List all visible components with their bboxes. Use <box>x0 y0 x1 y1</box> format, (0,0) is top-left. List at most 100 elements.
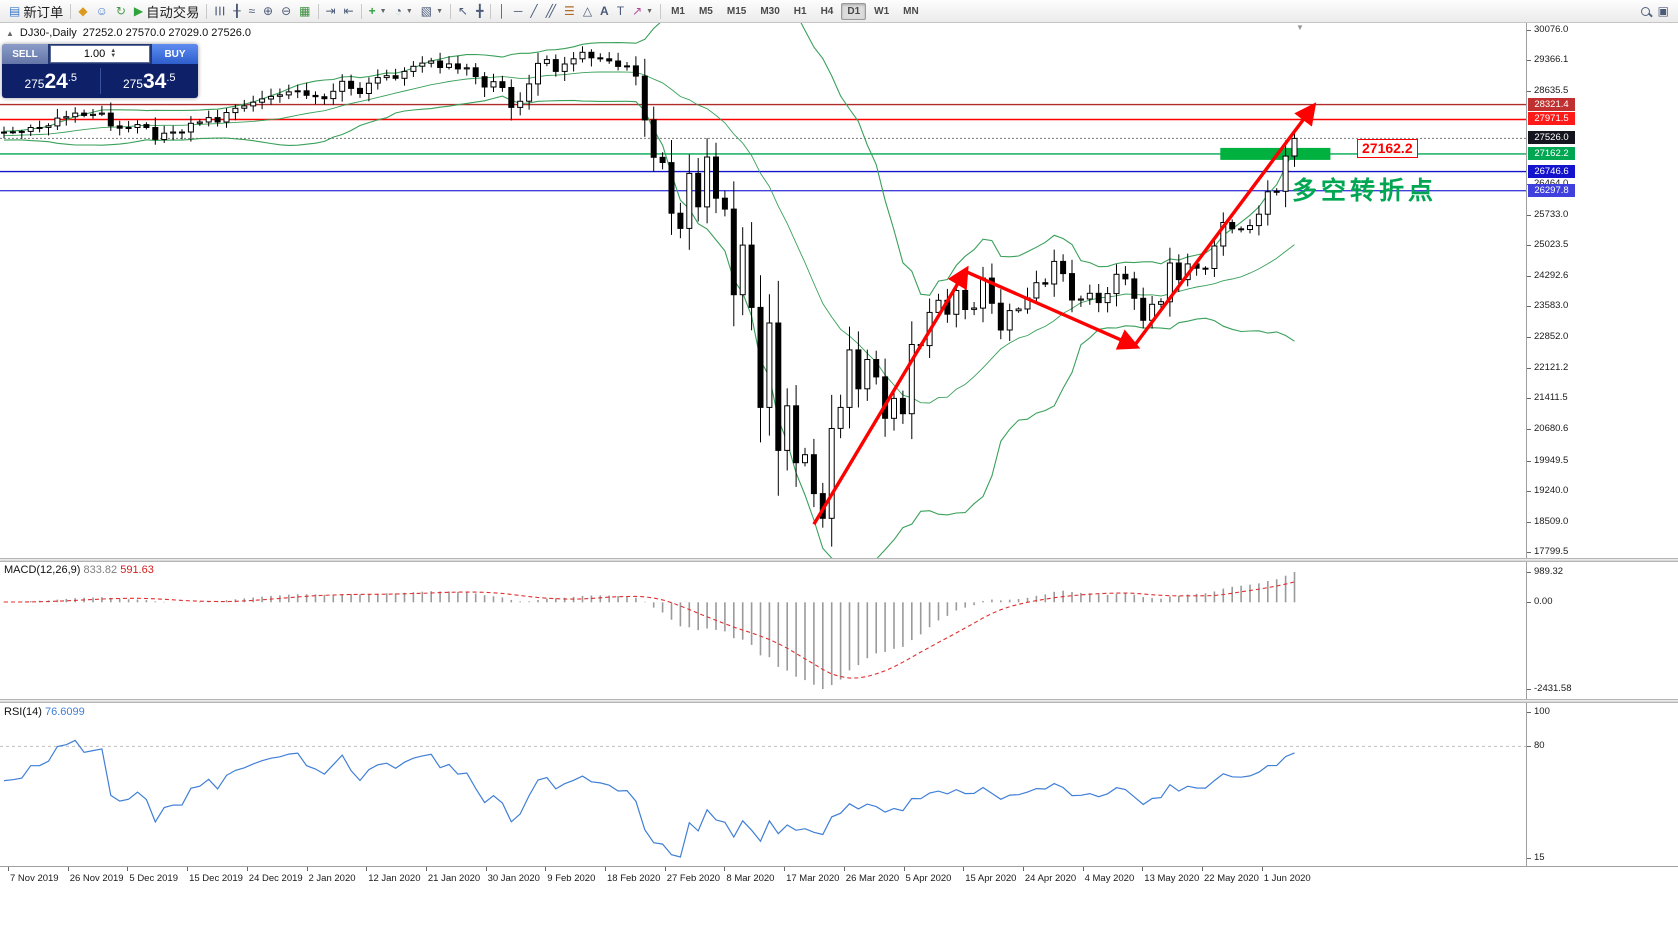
buy-price[interactable]: 27534.5 <box>101 61 199 98</box>
timeframe-button-m1[interactable]: M1 <box>665 3 691 20</box>
new-order-button[interactable]: ▤ 新订单 <box>5 2 67 21</box>
trade-panel-price-row: 27524.5 27534.5 <box>2 64 198 98</box>
channel-button[interactable]: ╱╱ <box>542 2 560 21</box>
oneclick-toggle-icon[interactable]: ▲ <box>6 28 14 38</box>
vertical-line-button[interactable]: │ <box>494 2 510 21</box>
turning-point-note[interactable]: 多空转折点 <box>1292 177 1438 205</box>
market-button[interactable]: ◆ <box>74 2 91 21</box>
toolbar-separator <box>660 3 662 19</box>
search-icon <box>1640 6 1650 16</box>
sell-button[interactable]: SELL <box>2 44 48 64</box>
trendline-button[interactable]: ╱ <box>526 2 541 21</box>
price-axis[interactable]: 30076.0 29366.1 28635.5 26464.0 25733.0 25023… <box>1526 23 1678 888</box>
periods-button[interactable]: ◔ ▼ <box>391 2 417 21</box>
dropdown-icon: ▼ <box>379 7 387 15</box>
timeframe-button-h1[interactable]: H1 <box>788 3 813 20</box>
volume-up-icon[interactable]: ▲ <box>110 48 117 54</box>
timeframe-button-m30[interactable]: M30 <box>754 3 785 20</box>
date-label: 24 Apr 2020 <box>1024 873 1077 884</box>
chart-shift-button[interactable]: ⇤ <box>340 2 358 21</box>
chart-shift-marker[interactable]: ▼ <box>1296 23 1304 32</box>
template-icon: ▧ <box>420 4 433 18</box>
horizontal-line-button[interactable]: ─ <box>510 2 527 21</box>
price-badge: 27162.2 <box>1528 146 1575 160</box>
rsi-tick-label: 100 <box>1534 706 1550 717</box>
price-tick-label-tick <box>1527 60 1531 62</box>
timeframe-button-w1[interactable]: W1 <box>868 3 895 20</box>
toolbar-separator <box>317 3 319 19</box>
tile-windows-button[interactable]: ▦ <box>295 2 314 21</box>
search-button[interactable] <box>1637 2 1654 21</box>
fibonacci-button[interactable]: ☰ <box>560 2 579 21</box>
refresh-button[interactable]: ↻ <box>112 2 130 21</box>
timeframe-button-m5[interactable]: M5 <box>693 3 719 20</box>
timeframe-button-m15[interactable]: M15 <box>721 3 752 20</box>
timeframe-button-d1[interactable]: D1 <box>841 2 867 20</box>
rsi-tick-label: 80 <box>1534 740 1545 752</box>
rsi-value: 76.6099 <box>44 706 85 718</box>
auto-scroll-button[interactable]: ⇥ <box>322 2 340 21</box>
shapes-button[interactable]: △ <box>579 2 596 21</box>
date-label: 21 Jan 2020 <box>427 873 481 884</box>
zoom-in-button[interactable]: ⊕ <box>259 2 277 21</box>
price-tick-label-tick <box>1527 521 1531 523</box>
price-prefix: 275 <box>24 77 45 91</box>
text-label-button[interactable]: T <box>613 2 628 21</box>
volume-down-icon[interactable]: ▼ <box>110 53 117 59</box>
community-icon: ☺ <box>95 4 108 18</box>
time-axis[interactable]: 7 Nov 2019 26 Nov 2019 5 Dec 2019 15 Dec 20… <box>0 866 1678 888</box>
price-prefix: 275 <box>122 77 143 91</box>
price-tick-label-tick <box>1527 368 1531 370</box>
zoom-in-icon: ⊕ <box>263 4 274 18</box>
bar-chart-button[interactable]: ☰ <box>210 2 229 21</box>
date-tick-mark <box>903 867 905 871</box>
date-tick-mark <box>187 867 189 871</box>
cursor-button[interactable]: ↖ <box>454 2 472 21</box>
macd-panel-canvas[interactable] <box>0 562 1526 699</box>
text-button[interactable]: A <box>596 2 613 21</box>
date-label: 4 May 2020 <box>1084 873 1135 884</box>
sell-price[interactable]: 27524.5 <box>2 61 100 98</box>
date-tick-mark <box>784 867 786 871</box>
buy-button[interactable]: BUY <box>152 44 198 64</box>
panel-splitter[interactable] <box>0 699 1678 703</box>
rsi-panel-canvas[interactable] <box>0 703 1526 866</box>
arrow-tools-button[interactable]: ↗ ▼ <box>628 2 657 21</box>
macd-tick-label-tick <box>1527 602 1531 604</box>
price-tick-label-tick <box>1527 429 1531 431</box>
price-big-digits: 24 <box>44 70 68 93</box>
rsi-tick-label-tick <box>1527 746 1531 748</box>
main-chart-canvas[interactable] <box>0 23 1526 558</box>
date-label: 22 May 2020 <box>1204 873 1259 884</box>
panel-splitter[interactable] <box>0 558 1678 562</box>
price-tick-label: 17799.5 <box>1534 546 1569 557</box>
date-tick-mark <box>1202 867 1203 871</box>
trade-panel-divider <box>99 68 101 94</box>
line-chart-button[interactable]: ≈ <box>244 2 259 21</box>
volume-stepper[interactable]: 1.00 ▲ ▼ <box>50 45 150 63</box>
timeframe-button-h4[interactable]: H4 <box>815 3 840 20</box>
price-annotation-label[interactable]: 27162.2 <box>1357 139 1418 158</box>
date-tick-mark <box>127 867 129 871</box>
algo-trading-label: 自动交易 <box>146 4 200 20</box>
date-tick-mark <box>724 867 726 871</box>
zoom-out-button[interactable]: ⊖ <box>277 2 295 21</box>
timeframe-button-mn[interactable]: MN <box>897 3 925 20</box>
new-window-button[interactable]: ▣ <box>1654 2 1673 21</box>
crosshair-button[interactable]: ╋ <box>472 2 487 21</box>
price-tick-label: 26464.0 <box>1534 178 1568 189</box>
price-decimal: .5 <box>67 72 78 84</box>
indicators-button[interactable]: + ▼ <box>365 2 391 21</box>
text-icon: A <box>600 4 609 18</box>
date-label: 15 Dec 2019 <box>189 873 243 884</box>
templates-button[interactable]: ▧ ▼ <box>417 2 447 21</box>
price-tick-label-tick <box>1527 30 1531 31</box>
candlestick-button[interactable]: ╂ <box>229 2 244 21</box>
channel-icon: ╱╱ <box>545 4 557 18</box>
community-button[interactable]: ☺ <box>92 2 112 21</box>
algo-trading-button[interactable]: ▶ 自动交易 <box>130 2 204 21</box>
price-tick-label: 28635.5 <box>1534 85 1569 97</box>
date-tick-mark <box>1082 867 1084 871</box>
new-order-label: 新订单 <box>23 4 64 20</box>
price-tick-label: 22121.2 <box>1534 362 1569 374</box>
